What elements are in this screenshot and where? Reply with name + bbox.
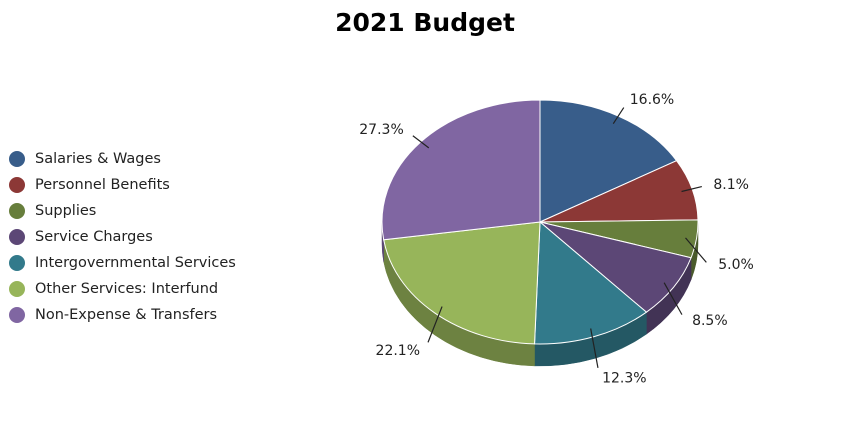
chart-legend: Salaries & Wages Personnel Benefits Suppli… <box>9 146 236 328</box>
pie-slices <box>381 99 699 345</box>
pie-slice <box>534 220 648 345</box>
chart-title: 2021 Budget <box>335 8 515 37</box>
legend-item: Supplies <box>9 198 236 224</box>
data-label: 27.3% <box>359 122 403 138</box>
leader-line <box>590 328 599 369</box>
pie-data-labels: 16.6% 8.1% 5.0% 8.5% 12.3% 22.1% 27.3% <box>359 92 754 386</box>
legend-swatch <box>9 177 25 193</box>
leader-line <box>612 107 625 124</box>
legend-label: Service Charges <box>35 229 153 245</box>
data-label: 12.3% <box>602 370 646 386</box>
legend-item: Personnel Benefits <box>9 172 236 198</box>
legend-swatch <box>9 151 25 167</box>
data-label: 8.5% <box>692 313 728 329</box>
legend-item: Non-Expense & Transfers <box>9 302 236 328</box>
legend-swatch <box>9 255 25 271</box>
legend-label: Personnel Benefits <box>35 177 170 193</box>
legend-label: Intergovernmental Services <box>35 255 236 271</box>
leader-line <box>681 185 702 193</box>
legend-item: Service Charges <box>9 224 236 250</box>
legend-label: Non-Expense & Transfers <box>35 307 218 323</box>
pie-slice <box>539 221 692 313</box>
legend-swatch <box>9 229 25 245</box>
legend-label: Other Services: Interfund <box>35 281 219 297</box>
leader-line <box>412 135 430 149</box>
data-label: 16.6% <box>630 92 674 108</box>
legend-swatch <box>9 203 25 219</box>
leader-line <box>685 237 707 263</box>
pie-slice <box>383 221 541 345</box>
legend-label: Salaries & Wages <box>35 151 161 167</box>
data-label: 8.1% <box>713 177 749 193</box>
legend-item: Other Services: Interfund <box>9 276 236 302</box>
data-label: 22.1% <box>376 343 420 359</box>
legend-label: Supplies <box>35 203 97 219</box>
pie-slice <box>381 99 541 241</box>
leader-line <box>427 306 443 343</box>
legend-swatch <box>9 281 25 297</box>
data-label: 5.0% <box>718 257 754 273</box>
legend-swatch <box>9 307 25 323</box>
legend-item: Intergovernmental Services <box>9 250 236 276</box>
legend-item: Salaries & Wages <box>9 146 236 172</box>
leader-line <box>663 282 683 315</box>
